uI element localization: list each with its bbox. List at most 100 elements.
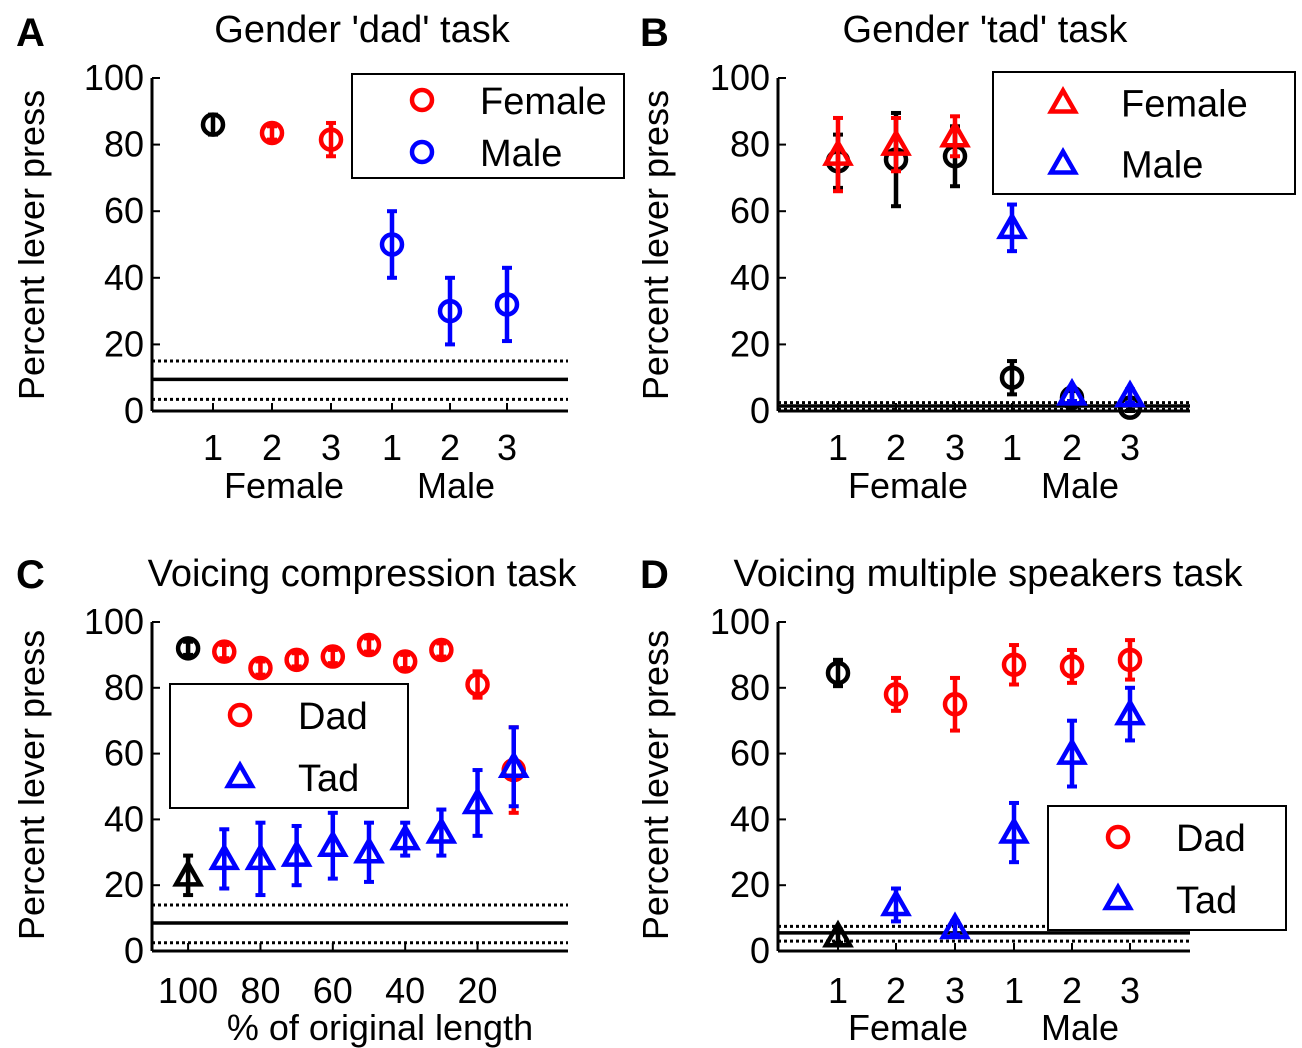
x-tick-label: 100	[158, 970, 218, 1011]
legend-marker	[227, 702, 253, 728]
legend-label: Female	[480, 81, 607, 123]
x-tick-label: 3	[321, 427, 341, 468]
data-point	[1056, 737, 1088, 765]
data-point	[465, 672, 490, 697]
legend-marker	[1102, 882, 1134, 911]
y-axis-label: Percent lever press	[11, 90, 52, 400]
x-tick-label: 40	[385, 970, 425, 1011]
y-tick-label: 60	[730, 733, 770, 774]
x-group-label: Male	[417, 465, 495, 506]
y-tick-label: 20	[104, 864, 144, 905]
legend-label: Tad	[1176, 880, 1237, 922]
x-tick-label: 80	[240, 970, 280, 1011]
legend-box	[351, 73, 625, 179]
legend-marker	[409, 139, 435, 165]
data-point	[212, 639, 237, 664]
data-point	[880, 888, 912, 917]
y-tick-label: 80	[104, 667, 144, 708]
y-tick-label: 80	[730, 124, 770, 165]
data-point	[939, 911, 971, 940]
y-tick-label: 0	[124, 390, 144, 431]
data-point	[200, 112, 226, 137]
legend-marker	[1105, 824, 1131, 850]
data-point	[318, 127, 344, 152]
panel-a: A Gender 'dad' task Percent lever press 0 20…	[11, 9, 625, 506]
data-point	[1001, 652, 1027, 678]
x-tick-label: 2	[886, 970, 906, 1011]
y-tick-label: 60	[104, 190, 144, 231]
legend-label: Dad	[298, 696, 368, 738]
data-point	[389, 822, 422, 851]
x-tick-label: 3	[1120, 427, 1140, 468]
legend-box	[1047, 805, 1287, 931]
y-tick-label: 0	[750, 930, 770, 971]
data-point	[822, 919, 854, 948]
legend-marker	[409, 87, 435, 113]
x-tick-label: 3	[945, 970, 965, 1011]
y-tick-label: 80	[730, 667, 770, 708]
data-point	[353, 835, 385, 864]
x-tick-label: 20	[458, 970, 498, 1011]
x-tick-label: 1	[1002, 427, 1022, 468]
data-point	[996, 211, 1028, 240]
y-tick-label: 0	[750, 390, 770, 431]
x-tick-label: 1	[828, 970, 848, 1011]
x-tick-label: 2	[1062, 427, 1082, 468]
x-tick-label: 3	[945, 427, 965, 468]
panel-d: D Voicing multiple speakers task Percent l…	[635, 553, 1287, 1048]
panel-letter: B	[640, 11, 669, 55]
legend-label: Female	[1121, 84, 1248, 126]
data-point	[208, 842, 241, 871]
panel-title: Voicing compression task	[148, 553, 578, 595]
data-point	[316, 829, 349, 857]
legend-label: Dad	[1176, 818, 1246, 860]
panel-c: C Voicing compression task Percent lever p…	[11, 553, 577, 1048]
y-tick-label: 40	[730, 798, 770, 839]
y-tick-label: 100	[710, 57, 770, 98]
panel-b: B Gender 'tad' task Percent lever press 0 20…	[635, 9, 1296, 506]
y-tick-label: 20	[104, 323, 144, 364]
data-point	[429, 637, 454, 663]
y-tick-label: 40	[104, 257, 144, 298]
y-tick-label: 100	[84, 57, 144, 98]
y-axis-label: Percent lever press	[635, 90, 676, 400]
x-tick-label: 2	[262, 427, 282, 468]
data-point	[437, 298, 463, 324]
data-point	[1056, 377, 1088, 406]
data-point	[497, 750, 530, 779]
x-tick-label: 1	[1004, 970, 1024, 1011]
data-point	[822, 138, 854, 166]
panel-letter: C	[16, 553, 45, 597]
x-tick-label: 1	[203, 427, 223, 468]
x-axis-label: % of original length	[227, 1007, 533, 1048]
x-tick-label: 2	[440, 427, 460, 468]
legend-box	[992, 71, 1296, 195]
data-point	[172, 858, 204, 887]
panel-letter: D	[640, 553, 669, 597]
y-tick-label: 20	[730, 323, 770, 364]
data-point	[883, 682, 909, 707]
y-tick-label: 40	[730, 257, 770, 298]
data-point	[998, 816, 1030, 844]
y-tick-label: 20	[730, 864, 770, 905]
data-point	[244, 842, 277, 871]
y-tick-label: 80	[104, 124, 144, 165]
data-point	[942, 692, 968, 717]
x-group-label: Male	[1041, 465, 1119, 506]
data-point	[1114, 379, 1146, 408]
data-point	[379, 232, 405, 257]
data-point	[425, 816, 458, 844]
data-point	[392, 649, 418, 674]
y-tick-label: 0	[124, 930, 144, 971]
legend-marker	[1047, 146, 1079, 175]
data-point	[320, 644, 346, 669]
panel-title: Voicing multiple speakers task	[733, 553, 1243, 595]
x-tick-label: 60	[313, 970, 353, 1011]
data-point	[356, 632, 382, 658]
y-tick-label: 40	[104, 798, 144, 839]
y-axis-label: Percent lever press	[11, 630, 52, 940]
legend-label: Male	[1121, 145, 1203, 187]
legend-marker	[1047, 85, 1079, 114]
legend-box	[169, 683, 409, 809]
